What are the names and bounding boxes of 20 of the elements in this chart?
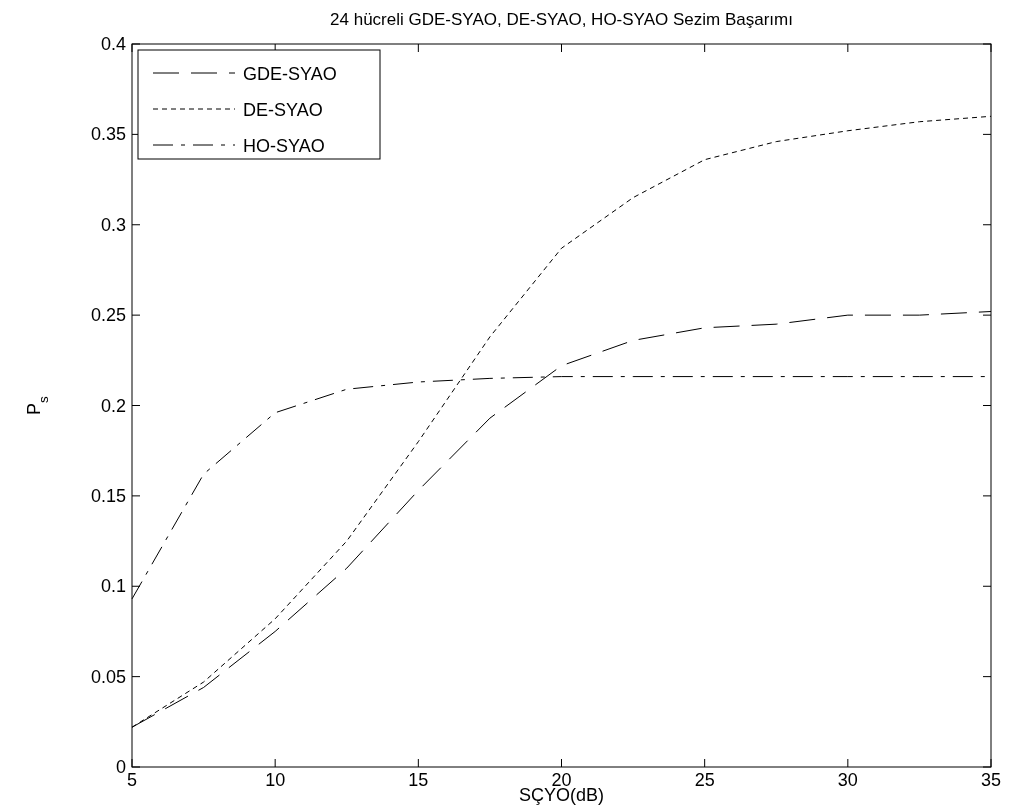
x-tick-label: 15	[408, 770, 429, 790]
y-tick-label: 0.05	[90, 666, 126, 687]
legend-label: GDE-SYAO	[243, 64, 337, 84]
y-tick-label: 0.35	[90, 124, 126, 145]
y-tick-label: 0.25	[90, 305, 126, 326]
x-tick-label: 25	[694, 770, 715, 790]
y-tick-label: 0.2	[100, 395, 126, 416]
x-axis-title: SÇYO(dB)	[518, 785, 605, 805]
x-tick-label: 30	[837, 770, 858, 790]
x-tick-label: 35	[980, 770, 1002, 790]
y-tick-label: 0.4	[100, 34, 126, 54]
legend-label: DE-SYAO	[243, 100, 323, 120]
y-tick-label: 0.3	[100, 214, 126, 235]
y-tick-label: 0.15	[90, 485, 126, 506]
chart-title: 24 hücreli GDE-SYAO, DE-SYAO, HO-SYAO Sezim Başarımı	[330, 10, 793, 29]
x-tick-label: 5	[126, 770, 138, 790]
y-tick-label: 0	[115, 757, 126, 777]
y-tick-label: 0.1	[100, 576, 126, 597]
legend-label: HO-SYAO	[243, 136, 325, 156]
x-tick-label: 10	[265, 770, 286, 790]
